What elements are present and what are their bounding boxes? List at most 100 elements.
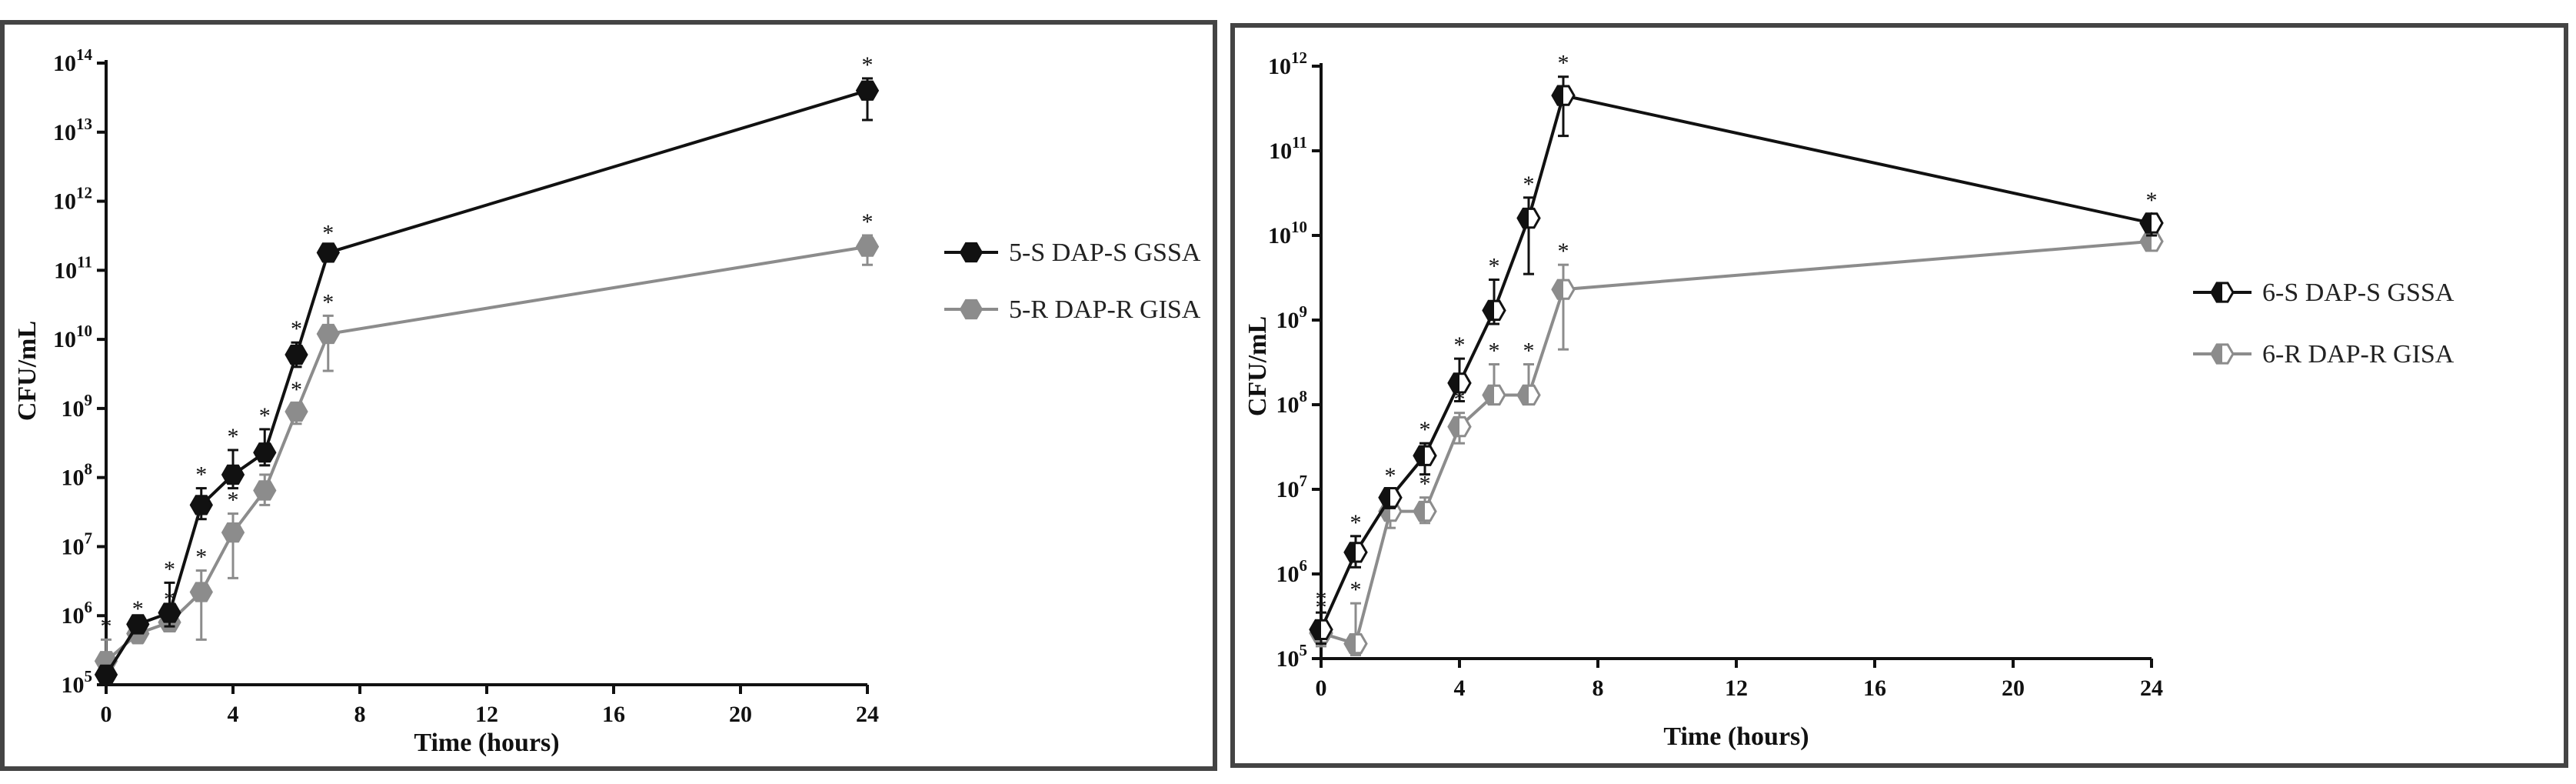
significance-star: * — [1558, 239, 1569, 264]
significance-star: * — [195, 545, 207, 570]
y-tick-label: 1010 — [1268, 218, 1307, 249]
data-point-fill — [1518, 385, 1529, 404]
series-line — [1321, 242, 2152, 644]
significance-star: * — [862, 209, 874, 235]
significance-star: * — [1350, 510, 1362, 535]
significance-star: * — [1489, 339, 1500, 364]
data-point-fill — [1414, 502, 1425, 520]
significance-star: * — [1316, 586, 1327, 612]
y-tick-label: 105 — [1276, 641, 1308, 672]
legend-label: 6-S DAP-S GSSA — [2262, 279, 2455, 307]
data-point-fill — [1449, 374, 1459, 392]
data-point-fill — [1553, 280, 1563, 299]
data-point-fill — [1518, 209, 1529, 227]
x-tick-label: 12 — [1725, 676, 1748, 701]
data-point-fill — [1414, 446, 1425, 465]
x-tick-label: 12 — [475, 702, 498, 727]
x-tick-label: 16 — [602, 702, 625, 727]
left-chart: 0 4 8 12 16 20 24 105 106 107 108 109 1010 1011 1012 10… — [5, 25, 1213, 766]
right-chart: 0 4 8 12 16 20 24 105 106 107 108 109 1010 1011 1012 CF… — [1235, 28, 2564, 763]
data-point — [254, 481, 275, 499]
data-point — [191, 582, 212, 601]
data-point — [222, 465, 244, 484]
data-point — [222, 523, 244, 542]
legend-item-2: 5-R DAP-R GISA — [944, 295, 1201, 324]
y-tick-label: 108 — [1276, 387, 1308, 418]
series-line — [1321, 95, 2152, 629]
y-tick-label: 106 — [62, 598, 93, 629]
y-tick-label: 105 — [62, 667, 93, 698]
y-tick-label: 109 — [62, 391, 93, 422]
significance-star: * — [1523, 172, 1535, 197]
right-chart-panel: 0 4 8 12 16 20 24 105 106 107 108 109 1010 1011 1012 CF… — [1230, 23, 2568, 768]
data-point-fill — [1345, 635, 1356, 653]
significance-star: * — [2146, 188, 2158, 213]
significance-star: * — [291, 316, 302, 342]
x-tick-label: 8 — [354, 702, 366, 727]
data-point — [254, 443, 275, 462]
x-tick-label: 0 — [1316, 676, 1327, 701]
legend-label: 5-S DAP-S GSSA — [1009, 239, 1201, 267]
series-1: * * * * * * * — [95, 52, 878, 684]
data-point-fill — [2141, 214, 2152, 232]
series-line — [106, 247, 867, 662]
y-tick-label: 106 — [1276, 556, 1308, 587]
significance-star: * — [1523, 339, 1535, 364]
data-point-fill — [1483, 301, 1494, 319]
y-tick-label: 109 — [1276, 302, 1308, 333]
x-tick-label: 8 — [1593, 676, 1604, 701]
significance-star: * — [228, 488, 239, 513]
x-tick-label: 4 — [1454, 676, 1466, 701]
legend-marker-fill — [2212, 345, 2222, 363]
legend-item-1: 6-S DAP-S GSSA — [2193, 279, 2455, 307]
data-point — [191, 495, 212, 514]
x-tick-label: 0 — [101, 702, 112, 727]
data-point — [318, 325, 339, 343]
legend-marker — [960, 243, 982, 262]
y-tick-label: 107 — [62, 529, 93, 559]
series-2: * * * * * * * * * — [95, 209, 878, 682]
y-axis-title: CFU/mL — [1243, 316, 1272, 416]
y-tick-label: 1014 — [53, 45, 93, 76]
significance-star: * — [1419, 417, 1431, 442]
data-point-fill — [1553, 86, 1563, 105]
series-1: * * * * * * * * * — [1310, 51, 2162, 644]
legend-label: 6-R DAP-R GISA — [2262, 340, 2455, 369]
y-tick-label: 1011 — [54, 252, 92, 283]
x-tick-label: 24 — [856, 702, 879, 727]
data-point — [857, 238, 878, 256]
x-axis-title: Time (hours) — [1663, 722, 1809, 751]
legend-label: 5-R DAP-R GISA — [1009, 295, 1201, 324]
series-line — [106, 91, 867, 675]
x-tick-label: 20 — [729, 702, 752, 727]
left-chart-panel: 0 4 8 12 16 20 24 105 106 107 108 109 1010 1011 1012 10… — [0, 20, 1217, 771]
y-tick-label: 1012 — [53, 184, 92, 215]
y-tick-label: 107 — [1276, 472, 1308, 502]
data-point — [95, 666, 117, 684]
data-point-fill — [1380, 489, 1390, 507]
significance-star: * — [322, 221, 334, 246]
data-point — [127, 615, 148, 633]
significance-star: * — [1350, 577, 1362, 602]
data-point — [159, 603, 181, 622]
x-tick-label: 24 — [2140, 676, 2163, 701]
significance-star: * — [259, 403, 271, 429]
x-tick-label: 16 — [1863, 676, 1886, 701]
data-point-fill — [1449, 417, 1459, 435]
significance-star: * — [1454, 332, 1466, 358]
legend-marker — [960, 300, 982, 319]
significance-star: * — [164, 556, 175, 582]
significance-star: * — [1385, 463, 1396, 489]
significance-star: * — [862, 52, 874, 78]
significance-star: * — [1558, 51, 1569, 76]
y-tick-label: 1013 — [53, 115, 92, 145]
significance-star: * — [291, 377, 302, 402]
x-tick-label: 20 — [2002, 676, 2025, 701]
y-tick-label: 1012 — [1268, 48, 1307, 79]
significance-star: * — [322, 289, 334, 315]
y-tick-label: 108 — [62, 460, 93, 491]
legend-item-1: 5-S DAP-S GSSA — [944, 239, 1201, 267]
data-point — [857, 82, 878, 100]
significance-star: * — [195, 462, 207, 488]
significance-star: * — [228, 424, 239, 449]
